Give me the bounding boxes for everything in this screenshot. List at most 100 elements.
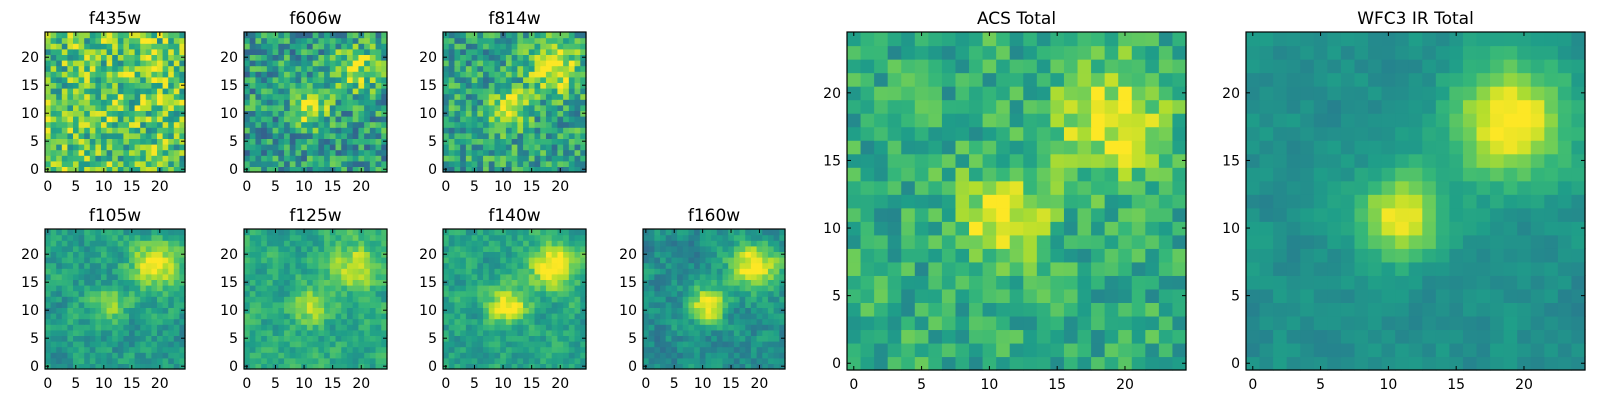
heatmap-cell bbox=[364, 341, 371, 348]
heatmap-cell bbox=[369, 341, 377, 348]
heatmap-cell bbox=[705, 324, 712, 331]
heatmap-cell bbox=[375, 76, 382, 83]
heatmap-cell bbox=[335, 144, 342, 151]
heatmap-cell bbox=[448, 116, 456, 123]
heatmap-cell bbox=[324, 160, 331, 167]
heatmap-cell bbox=[648, 357, 655, 364]
heatmap-cell bbox=[545, 127, 553, 134]
heatmap-cell bbox=[244, 290, 251, 297]
heatmap-cell bbox=[699, 324, 707, 331]
heatmap-cell bbox=[67, 127, 74, 134]
heatmap-cell bbox=[306, 54, 314, 61]
heatmap-cell bbox=[887, 302, 902, 317]
x-tick-label: 5 bbox=[470, 179, 479, 195]
heatmap-cell bbox=[369, 132, 377, 139]
heatmap-cell bbox=[762, 279, 769, 286]
heatmap-cell bbox=[381, 104, 388, 111]
heatmap-cell bbox=[756, 346, 763, 353]
heatmap-cell bbox=[266, 262, 274, 269]
heatmap-cell bbox=[324, 318, 331, 325]
heatmap-cell bbox=[465, 32, 473, 39]
heatmap-cell bbox=[301, 121, 308, 128]
heatmap-cell bbox=[454, 329, 461, 336]
heatmap-cell bbox=[112, 121, 119, 128]
heatmap-cell bbox=[745, 240, 752, 247]
heatmap-cell bbox=[505, 65, 513, 72]
y-tick-label: 20 bbox=[220, 50, 238, 66]
heatmap-cell bbox=[381, 313, 388, 320]
heatmap-cell bbox=[278, 132, 285, 139]
heatmap-cell bbox=[61, 116, 68, 123]
heatmap-cell bbox=[454, 324, 461, 331]
heatmap-cell bbox=[1023, 167, 1038, 182]
heatmap-cell bbox=[301, 48, 308, 55]
heatmap-cell bbox=[179, 346, 186, 353]
heatmap-cell bbox=[969, 288, 984, 303]
heatmap-cell bbox=[660, 329, 667, 336]
heatmap-cell bbox=[249, 273, 257, 280]
heatmap-cell bbox=[56, 155, 63, 162]
heatmap-cell bbox=[352, 93, 359, 100]
heatmap-cell bbox=[523, 93, 530, 100]
heatmap-cell bbox=[179, 76, 186, 83]
heatmap-cell bbox=[78, 37, 85, 44]
heatmap-cell bbox=[969, 194, 984, 209]
x-tick-label: 5 bbox=[470, 376, 479, 392]
heatmap-cell bbox=[318, 329, 325, 336]
heatmap-cell bbox=[762, 341, 769, 348]
heatmap-cell bbox=[295, 318, 302, 325]
heatmap-cell bbox=[151, 82, 158, 89]
heatmap-cell bbox=[716, 262, 724, 269]
heatmap-cell bbox=[982, 356, 997, 371]
heatmap-cell bbox=[375, 71, 382, 78]
heatmap-cell bbox=[982, 288, 997, 303]
heatmap-cell bbox=[733, 279, 741, 286]
heatmap-cell bbox=[364, 268, 371, 275]
heatmap-cell bbox=[528, 357, 536, 364]
heatmap-cell bbox=[89, 318, 96, 325]
heatmap-cell bbox=[318, 121, 325, 128]
heatmap-cell bbox=[551, 144, 558, 151]
heatmap-cell bbox=[162, 290, 169, 297]
heatmap-cell bbox=[123, 127, 130, 134]
heatmap-cell bbox=[266, 279, 274, 286]
heatmap-cell bbox=[528, 240, 536, 247]
heatmap-cell bbox=[477, 352, 484, 359]
heatmap-cell bbox=[324, 285, 331, 292]
heatmap-cell bbox=[483, 352, 490, 359]
heatmap-cell bbox=[306, 307, 314, 314]
heatmap-cell bbox=[123, 104, 130, 111]
heatmap-cell bbox=[346, 234, 354, 241]
heatmap-cell bbox=[660, 234, 667, 241]
heatmap-cell bbox=[551, 127, 558, 134]
heatmap-cell bbox=[123, 363, 130, 370]
heatmap-cell bbox=[318, 104, 325, 111]
heatmap-cell bbox=[61, 149, 68, 156]
heatmap-cell bbox=[95, 65, 102, 72]
heatmap-cell bbox=[324, 116, 331, 123]
heatmap-cell bbox=[901, 261, 916, 276]
heatmap-cell bbox=[329, 127, 337, 134]
heatmap-cell bbox=[375, 48, 382, 55]
heatmap-cell bbox=[745, 262, 752, 269]
heatmap-cell bbox=[56, 37, 63, 44]
heatmap-cell bbox=[574, 116, 581, 123]
heatmap-cell bbox=[173, 352, 180, 359]
heatmap-cell bbox=[874, 342, 889, 358]
heatmap-cell bbox=[318, 279, 325, 286]
heatmap-cell bbox=[523, 82, 530, 89]
heatmap-cell bbox=[266, 37, 274, 44]
heatmap-cell bbox=[266, 76, 274, 83]
heatmap-cell bbox=[1118, 329, 1133, 344]
heatmap-cell bbox=[129, 132, 136, 139]
heatmap-cell bbox=[454, 54, 461, 61]
heatmap-cell bbox=[284, 166, 291, 173]
heatmap-cell bbox=[528, 110, 536, 117]
heatmap-cell bbox=[266, 99, 274, 106]
heatmap-cell bbox=[301, 88, 308, 95]
heatmap-cell bbox=[261, 138, 268, 145]
heatmap-cell bbox=[488, 257, 496, 264]
heatmap-cell bbox=[162, 60, 169, 67]
heatmap-cell bbox=[324, 48, 331, 55]
heatmap-cell bbox=[1063, 261, 1079, 276]
